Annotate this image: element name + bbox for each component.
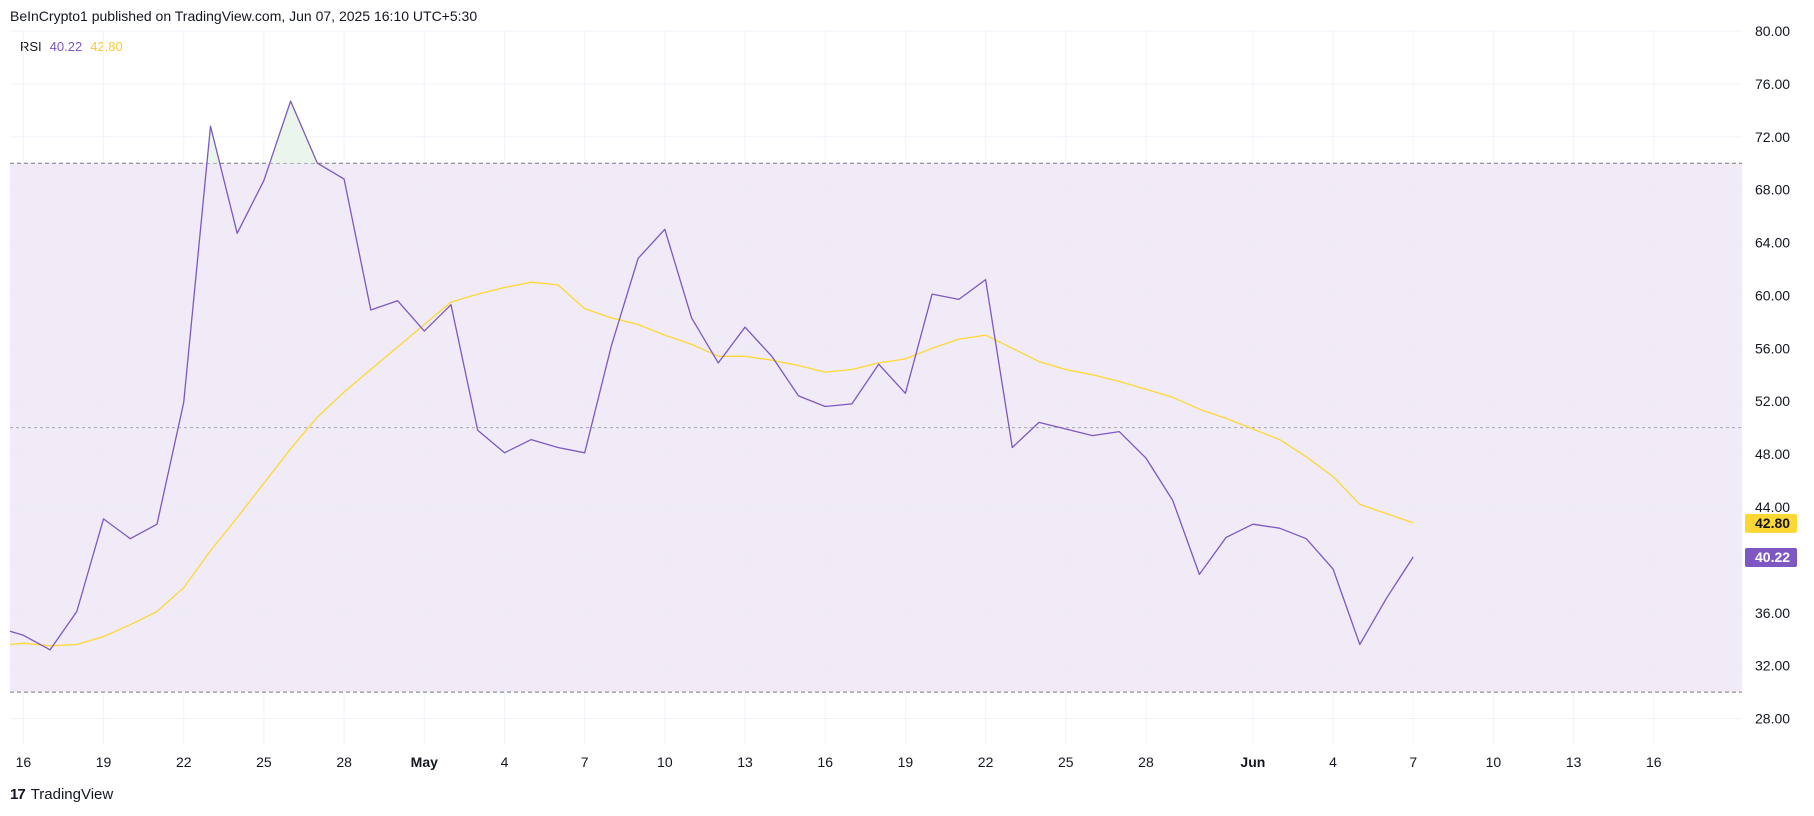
- x-tick-label: 16: [1646, 754, 1662, 770]
- tradingview-brand: TradingView: [30, 786, 114, 803]
- x-tick-label: 16: [16, 754, 32, 770]
- x-tick-label: 7: [1409, 754, 1417, 770]
- x-tick-label: 25: [1058, 754, 1074, 770]
- y-tick-label: 80.00: [1755, 23, 1790, 39]
- y-tick-label: 56.00: [1755, 340, 1790, 356]
- y-tick-label: 68.00: [1755, 182, 1790, 198]
- tradingview-footer[interactable]: 17 TradingView: [10, 786, 113, 803]
- rsi-value-badge-label: 40.22: [1755, 549, 1790, 565]
- x-tick-label: Jun: [1240, 754, 1265, 770]
- y-tick-label: 72.00: [1755, 129, 1790, 145]
- indicator-legend[interactable]: RSI 40.22 42.80: [20, 39, 123, 54]
- x-tick-label: 28: [1138, 754, 1154, 770]
- rsi-band-layer: [10, 101, 1742, 693]
- y-tick-label: 48.00: [1755, 446, 1790, 462]
- x-tick-label: 16: [817, 754, 833, 770]
- ma-value-badge: [1745, 513, 1797, 533]
- ma-line: [9, 281, 1414, 647]
- tradingview-logo-icon: 17: [10, 786, 26, 803]
- x-tick-label: May: [411, 754, 438, 770]
- rsi-value-badge: [1745, 547, 1797, 567]
- y-tick-label: 60.00: [1755, 287, 1790, 303]
- x-tick-label: 25: [256, 754, 272, 770]
- y-tick-label: 64.00: [1755, 235, 1790, 251]
- x-tick-label: 22: [176, 754, 192, 770]
- line-layer: [9, 100, 1414, 651]
- x-tick-label: 10: [657, 754, 673, 770]
- rsi-legend-value: 40.22: [49, 39, 83, 54]
- x-tick-label: 10: [1486, 754, 1502, 770]
- x-tick-label: 22: [978, 754, 994, 770]
- indicator-name: RSI: [20, 39, 42, 54]
- x-tick-label: 7: [581, 754, 589, 770]
- y-tick-label: 28.00: [1755, 711, 1790, 727]
- price-axis[interactable]: 80.00 76.00 72.00 68.00 64.00 60.00 56.00 52.00…: [1745, 23, 1797, 727]
- x-tick-label: 28: [336, 754, 352, 770]
- y-tick-label: 36.00: [1755, 605, 1790, 621]
- x-tick-label: 19: [96, 754, 112, 770]
- x-tick-label: 19: [898, 754, 914, 770]
- x-tick-label: 13: [1566, 754, 1582, 770]
- y-tick-label: 52.00: [1755, 393, 1790, 409]
- time-axis[interactable]: 16 19 22 25 28 May 4 7 10 13 16 19 22 25 28 Jun 4 7 10 13 16: [16, 754, 1662, 770]
- rsi-line: [9, 100, 1414, 651]
- x-tick-label: 4: [1329, 754, 1337, 770]
- publish-info: BeInCrypto1 published on TradingView.com…: [10, 8, 478, 24]
- x-tick-label: 13: [737, 754, 753, 770]
- y-tick-label: 76.00: [1755, 76, 1790, 92]
- ma-value-badge-label: 42.80: [1755, 515, 1790, 531]
- overbought-fill: [269, 101, 318, 164]
- x-tick-label: 4: [501, 754, 509, 770]
- y-tick-label: 32.00: [1755, 658, 1790, 674]
- y-tick-label: 44.00: [1755, 499, 1790, 515]
- ma-legend-value: 42.80: [90, 39, 123, 54]
